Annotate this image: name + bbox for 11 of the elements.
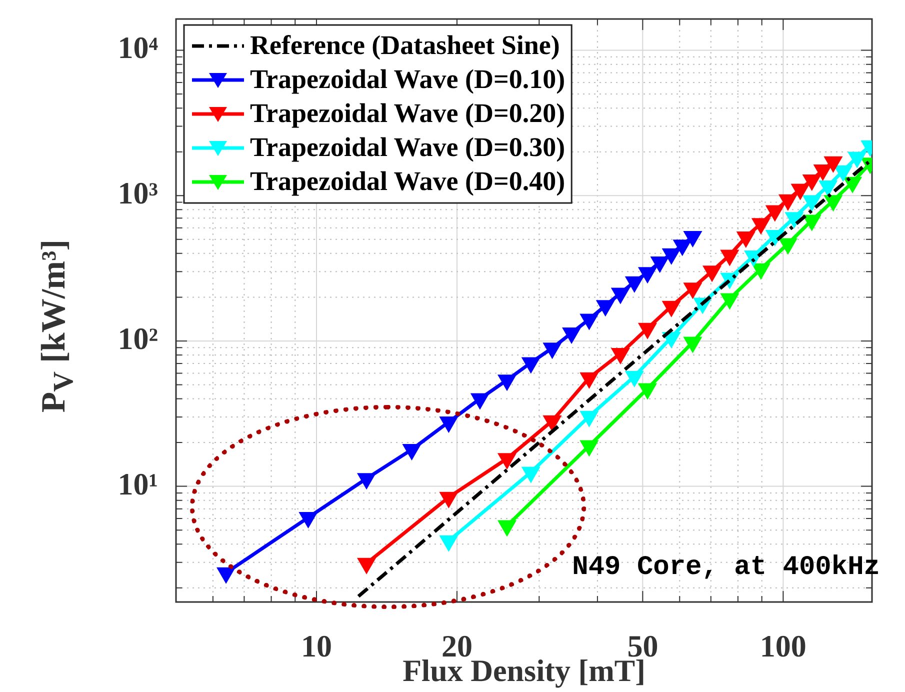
legend-label: Reference (Datasheet Sine) — [250, 30, 560, 60]
y-tick-label: 10⁴ — [118, 30, 158, 66]
legend-label: Trapezoidal Wave (D=0.30) — [250, 132, 566, 162]
y-tick-label: 10² — [118, 320, 158, 356]
y-tick-label: 10³ — [118, 176, 158, 211]
y-tick-label: 10¹ — [118, 466, 158, 502]
x-tick-label: 10 — [300, 628, 332, 664]
x-tick-label: 100 — [760, 628, 806, 664]
legend-label: Trapezoidal Wave (D=0.40) — [250, 166, 566, 196]
legend-label: Trapezoidal Wave (D=0.10) — [250, 64, 566, 94]
legend-label: Trapezoidal Wave (D=0.20) — [250, 98, 566, 128]
